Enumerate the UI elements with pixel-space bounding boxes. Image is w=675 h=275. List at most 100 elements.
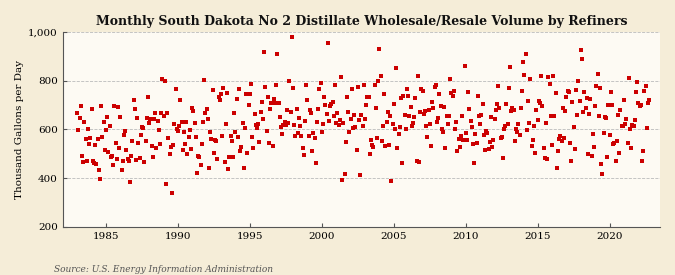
Point xyxy=(158,113,169,118)
Point xyxy=(441,113,452,118)
Point xyxy=(296,134,307,138)
Point xyxy=(153,127,164,132)
Point xyxy=(450,127,460,131)
Point xyxy=(261,129,272,134)
Point xyxy=(227,139,238,143)
Point xyxy=(300,119,310,124)
Point xyxy=(516,89,527,93)
Point xyxy=(531,108,542,112)
Point xyxy=(144,121,155,126)
Point xyxy=(72,111,82,115)
Point xyxy=(155,142,165,147)
Point xyxy=(428,106,439,110)
Point xyxy=(280,123,291,128)
Point xyxy=(608,142,618,146)
Point xyxy=(298,153,309,157)
Point xyxy=(406,124,417,128)
Point xyxy=(436,126,447,131)
Point xyxy=(142,95,153,99)
Point xyxy=(267,144,278,148)
Point xyxy=(202,117,213,121)
Point xyxy=(221,122,232,127)
Point xyxy=(487,145,497,149)
Point xyxy=(518,59,529,64)
Point xyxy=(568,124,579,129)
Point xyxy=(443,114,454,118)
Point xyxy=(255,110,266,114)
Point xyxy=(468,160,479,165)
Point xyxy=(591,84,602,88)
Point xyxy=(167,143,178,148)
Point xyxy=(507,106,518,110)
Point xyxy=(102,115,113,119)
Point xyxy=(547,142,558,147)
Point xyxy=(116,167,127,172)
Point xyxy=(578,110,589,114)
Point xyxy=(212,157,223,161)
Point xyxy=(561,95,572,100)
Point xyxy=(290,134,301,138)
Point xyxy=(562,88,573,93)
Point xyxy=(417,89,428,94)
Point xyxy=(602,154,613,159)
Point xyxy=(548,74,559,78)
Point xyxy=(240,126,250,130)
Point xyxy=(605,90,616,94)
Point xyxy=(584,111,595,116)
Point xyxy=(340,172,350,176)
Point xyxy=(329,83,340,87)
Point xyxy=(323,41,333,45)
Point xyxy=(165,145,176,149)
Point xyxy=(576,48,587,52)
Point xyxy=(459,64,470,68)
Point xyxy=(136,125,147,130)
Point xyxy=(90,143,101,147)
Point xyxy=(152,119,163,123)
Point xyxy=(281,108,292,113)
Point xyxy=(161,182,171,186)
Point xyxy=(576,57,587,62)
Point xyxy=(379,92,389,96)
Point xyxy=(178,130,189,134)
Point xyxy=(368,145,379,149)
Point xyxy=(529,124,539,128)
Point xyxy=(286,35,297,39)
Point xyxy=(442,122,453,127)
Point xyxy=(193,154,204,159)
Point xyxy=(637,159,647,163)
Point xyxy=(431,120,442,124)
Point xyxy=(148,117,159,121)
Point xyxy=(371,106,381,110)
Point xyxy=(574,99,585,103)
Point xyxy=(393,131,404,136)
Point xyxy=(416,87,427,91)
Point xyxy=(595,86,605,90)
Point xyxy=(570,88,581,92)
Point xyxy=(539,155,550,160)
Point xyxy=(472,94,483,98)
Point xyxy=(580,106,591,111)
Point xyxy=(367,143,377,147)
Point xyxy=(374,46,385,51)
Point xyxy=(126,154,136,158)
Point xyxy=(524,121,535,125)
Point xyxy=(626,146,637,150)
Point xyxy=(210,138,221,142)
Point xyxy=(194,155,205,159)
Point xyxy=(294,116,304,120)
Point xyxy=(340,139,351,144)
Point xyxy=(597,172,608,176)
Point xyxy=(512,130,522,134)
Point xyxy=(82,159,92,163)
Point xyxy=(139,160,150,164)
Point xyxy=(640,84,651,89)
Point xyxy=(110,141,121,145)
Point xyxy=(632,80,643,85)
Point xyxy=(291,106,302,111)
Point xyxy=(238,120,248,125)
Point xyxy=(162,111,173,115)
Point xyxy=(371,136,382,140)
Point xyxy=(84,142,95,146)
Point xyxy=(253,122,264,126)
Point xyxy=(435,103,446,108)
